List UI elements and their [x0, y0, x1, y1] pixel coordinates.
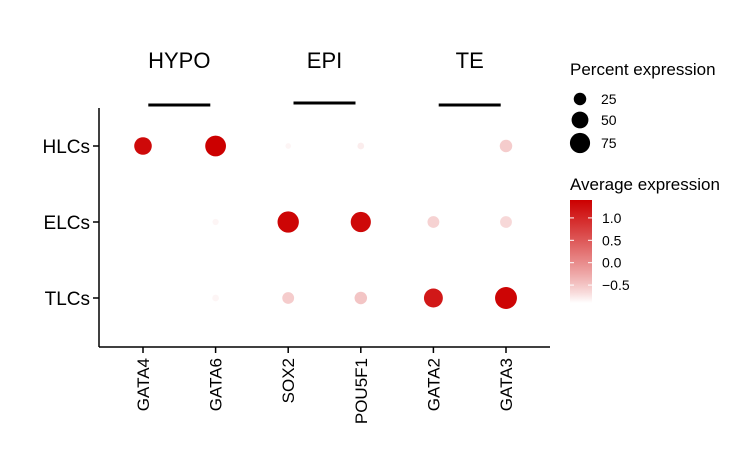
dots	[134, 135, 517, 309]
x-tick-label-gata4: GATA4	[134, 358, 153, 411]
size-legend-title: Percent expression	[570, 60, 716, 79]
size-legend-dot-50	[571, 111, 589, 129]
size-legend-label-50: 50	[601, 112, 617, 128]
axes	[98, 108, 550, 348]
dot-hlcs-gata6	[205, 135, 226, 157]
size-legend: Percent expression 25 50 75	[569, 60, 716, 154]
dot-tlcs-gata6	[212, 294, 219, 302]
dot-hlcs-gata3	[499, 139, 513, 153]
group-brackets: HYPO EPI TE	[148, 48, 501, 107]
color-bar	[570, 200, 592, 303]
x-tick-label-gata3: GATA3	[497, 358, 516, 411]
dot-tlcs-pou5f1	[354, 291, 368, 305]
color-legend-label: 0.5	[602, 232, 622, 248]
x-tick-label-sox2: SOX2	[279, 358, 298, 403]
y-tick-label-hlcs: HLCs	[42, 137, 90, 158]
x-tick-label-gata2: GATA2	[424, 358, 443, 411]
color-legend-label: 1.0	[602, 210, 622, 226]
dot-tlcs-gata3	[495, 287, 517, 309]
group-label-hypo: HYPO	[148, 48, 210, 73]
dot-hlcs-pou5f1	[357, 142, 365, 150]
y-tick-labels: HLCs ELCs TLCs	[42, 137, 99, 310]
dot-elcs-gata6	[212, 218, 219, 226]
size-legend-dot-25	[573, 92, 587, 106]
dot-elcs-gata4	[140, 219, 146, 225]
group-label-te: TE	[456, 48, 484, 73]
color-legend-label: 0.0	[602, 255, 622, 271]
size-legend-label-25: 25	[601, 91, 617, 107]
dot-elcs-gata3	[500, 216, 512, 228]
dot-tlcs-gata2	[423, 288, 443, 308]
dot-elcs-pou5f1	[350, 211, 371, 233]
x-tick-labels: GATA4 GATA6 SOX2 POU5F1 GATA2 GATA3	[134, 347, 516, 424]
color-legend: Average expression 1.0 0.5 0.0 −0.5	[570, 175, 720, 303]
dot-tlcs-sox2	[282, 292, 295, 304]
x-tick-label-pou5f1: POU5F1	[352, 358, 371, 424]
dot-tlcs-gata4	[140, 295, 146, 301]
y-tick-label-elcs: ELCs	[44, 213, 90, 234]
group-label-epi: EPI	[307, 48, 342, 73]
dot-elcs-gata2	[427, 216, 440, 228]
color-legend-label: −0.5	[602, 277, 630, 293]
color-legend-title: Average expression	[570, 175, 720, 194]
size-legend-dot-75	[569, 132, 591, 154]
dot-hlcs-gata4	[134, 137, 152, 155]
size-legend-label-75: 75	[601, 135, 617, 151]
y-tick-label-tlcs: TLCs	[45, 289, 90, 310]
dot-elcs-sox2	[277, 211, 299, 233]
x-tick-label-gata6: GATA6	[207, 358, 226, 411]
dot-hlcs-sox2	[285, 143, 292, 149]
